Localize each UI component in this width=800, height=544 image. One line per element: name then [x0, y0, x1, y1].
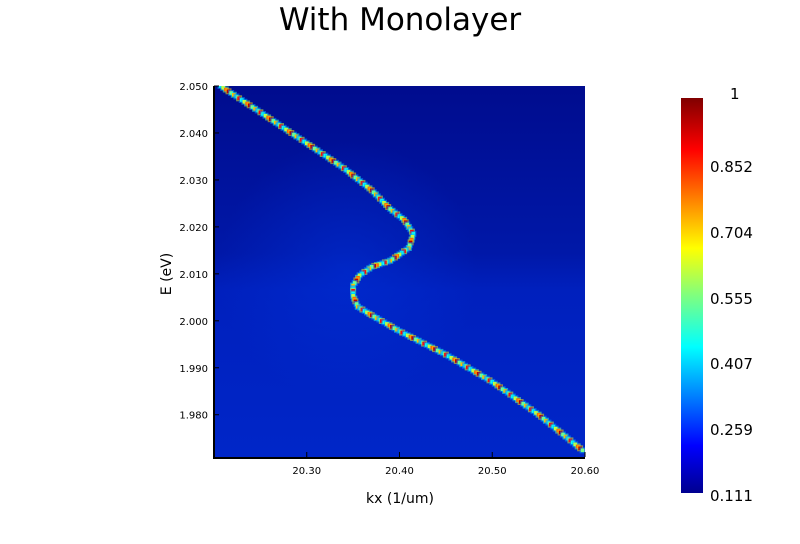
y-tick-label: 2.050	[179, 82, 208, 93]
x-axis-label: kx (1/um)	[366, 491, 434, 507]
y-tick-label: 2.040	[179, 129, 208, 140]
curve-cell	[580, 448, 585, 453]
colorbar	[681, 98, 703, 493]
x-tick-label: 20.60	[571, 466, 600, 477]
y-axis-label: E (eV)	[159, 253, 175, 295]
y-tick-label: 2.030	[179, 176, 208, 187]
x-tick-label: 20.50	[478, 466, 507, 477]
chart-title: With Monolayer	[278, 2, 522, 38]
y-tick-label: 1.980	[179, 411, 208, 422]
heatmap-glow	[214, 86, 585, 457]
axes	[213, 85, 586, 459]
tick-labels: 20.30 20.40 20.50 20.60 1.980 1.990 2.000 2.010…	[179, 82, 599, 477]
dispersion-curve	[217, 86, 585, 454]
y-tick-label: 2.010	[179, 270, 208, 281]
y-tick-label: 1.990	[179, 364, 208, 375]
x-tick-label: 20.40	[385, 466, 414, 477]
x-tick-label: 20.30	[292, 466, 321, 477]
y-tick-label: 2.020	[179, 223, 208, 234]
y-tick-label: 2.000	[179, 317, 208, 328]
